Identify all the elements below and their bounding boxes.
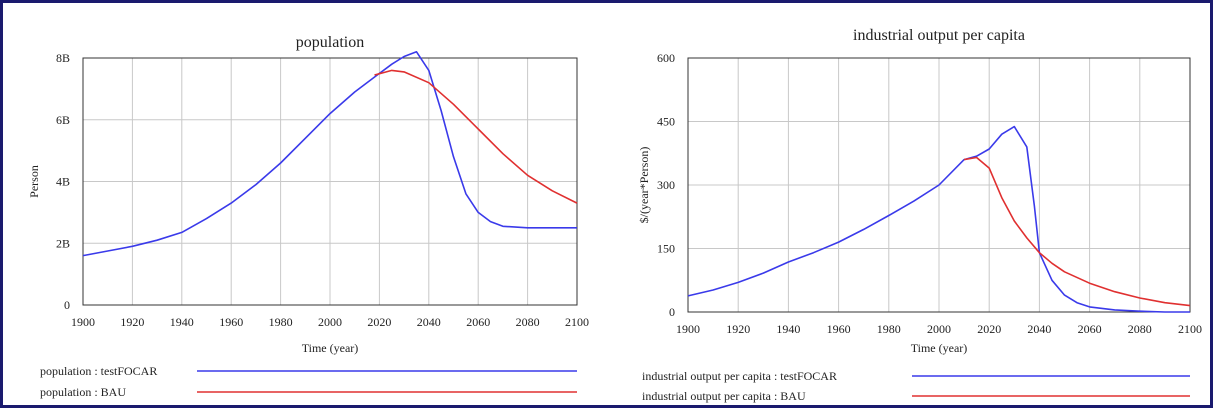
y-tick-label: 0 [64, 298, 70, 312]
y-tick-label: 4B [56, 175, 70, 189]
y-tick-label: 6B [56, 113, 70, 127]
legend-entry-label: population : BAU [40, 385, 126, 399]
legend-entry-label: population : testFOCAR [40, 364, 157, 378]
x-tick-label: 1900 [676, 322, 700, 336]
x-tick-label: 1920 [726, 322, 750, 336]
legend-entry-label: industrial output per capita : testFOCAR [642, 369, 837, 383]
y-tick-label: 150 [657, 242, 675, 256]
y-axis-label: Person [27, 165, 41, 198]
x-tick-label: 2060 [1078, 322, 1102, 336]
series-line [374, 69, 578, 204]
x-tick-label: 1960 [827, 322, 851, 336]
y-tick-label: 2B [56, 236, 70, 250]
x-tick-label: 2100 [565, 315, 589, 329]
y-tick-label: 600 [657, 51, 675, 65]
y-tick-label: 8B [56, 51, 70, 65]
chart-title: industrial output per capita [853, 27, 1025, 44]
x-tick-label: 2040 [1027, 322, 1051, 336]
x-tick-label: 2100 [1178, 322, 1202, 336]
y-axis-label: $/(year*Person) [637, 147, 651, 224]
y-tick-label: 450 [657, 115, 675, 129]
x-tick-label: 1980 [269, 315, 293, 329]
plot-border [687, 57, 1191, 313]
x-tick-label: 2020 [977, 322, 1001, 336]
x-axis-label: Time (year) [302, 341, 359, 355]
y-tick-label: 300 [657, 178, 675, 192]
series-line [82, 50, 577, 257]
x-tick-label: 1980 [877, 322, 901, 336]
legend-entry-label: industrial output per capita : BAU [642, 389, 806, 403]
y-tick-label: 0 [669, 305, 675, 319]
series-line [963, 156, 1191, 307]
chart-title: population [296, 34, 364, 51]
x-axis-label: Time (year) [911, 341, 968, 355]
x-tick-label: 1900 [71, 315, 95, 329]
plot-area [82, 57, 578, 306]
x-tick-label: 2020 [367, 315, 391, 329]
x-tick-label: 1940 [170, 315, 194, 329]
plot-border [82, 57, 578, 306]
x-tick-label: 1940 [776, 322, 800, 336]
x-tick-label: 1920 [120, 315, 144, 329]
x-tick-label: 2000 [927, 322, 951, 336]
x-tick-label: 2080 [1128, 322, 1152, 336]
x-tick-label: 2040 [417, 315, 441, 329]
x-tick-label: 2060 [466, 315, 490, 329]
x-tick-label: 2080 [516, 315, 540, 329]
series-line [687, 125, 1190, 313]
x-tick-label: 2000 [318, 315, 342, 329]
x-tick-label: 1960 [219, 315, 243, 329]
